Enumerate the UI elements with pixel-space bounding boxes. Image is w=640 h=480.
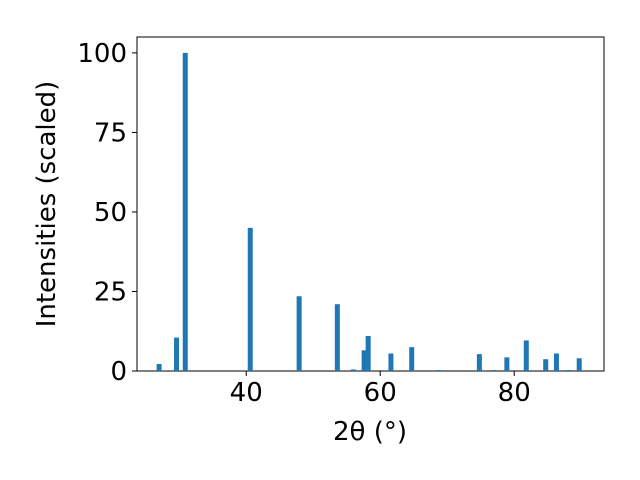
plot-frame xyxy=(136,36,605,372)
bar xyxy=(156,364,162,371)
y-axis-label: Intensities (scaled) xyxy=(32,81,62,328)
bar xyxy=(553,353,559,371)
bar xyxy=(361,350,367,371)
y-tick-label: 0 xyxy=(110,357,127,387)
bar xyxy=(543,359,549,371)
y-tick-label: 25 xyxy=(94,277,127,307)
bar xyxy=(296,296,302,371)
x-tick-label: 80 xyxy=(498,378,531,408)
bar xyxy=(576,358,582,371)
bar xyxy=(504,357,510,371)
bar xyxy=(350,369,356,371)
bar xyxy=(247,227,253,371)
x-axis-label: 2θ (°) xyxy=(333,417,407,447)
bar xyxy=(523,340,529,371)
y-tick-label: 100 xyxy=(77,39,127,69)
bar xyxy=(565,370,571,371)
bar xyxy=(365,336,371,371)
bar xyxy=(334,304,340,371)
bar xyxy=(436,370,442,371)
y-tick-label: 75 xyxy=(94,118,127,148)
bar xyxy=(490,370,496,371)
bar xyxy=(476,354,482,371)
bar xyxy=(388,353,394,371)
x-tick-label: 60 xyxy=(364,378,397,408)
bar xyxy=(409,347,415,371)
y-tick-label: 50 xyxy=(94,198,127,228)
bar xyxy=(182,52,188,372)
bar xyxy=(174,337,180,371)
x-tick-label: 40 xyxy=(230,378,263,408)
